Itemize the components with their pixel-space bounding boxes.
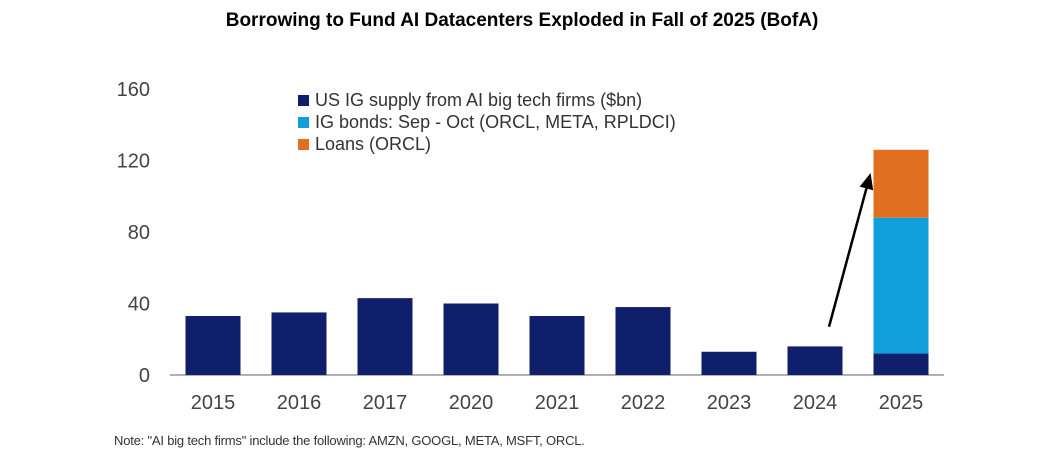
y-axis-ticks: 0 40 80 120 160 [117,79,150,387]
legend-swatch [298,139,309,150]
bar-2024-series-1 [788,346,843,375]
x-tick-label: 2023 [707,392,752,414]
y-tick-label: 40 [128,294,150,316]
x-axis-ticks: 2015 2016 2017 2020 2021 2022 2023 2024 2025 [191,392,924,414]
y-tick-label: 160 [117,79,150,101]
x-tick-label: 2017 [363,392,408,414]
y-tick-label: 80 [128,222,150,244]
bar-2020-series-1 [444,304,499,376]
chart-note: Note: "AI big tech firms" include the fo… [114,433,585,448]
annotations [829,173,873,327]
bar-2022-series-1 [616,307,671,375]
bar-2015-series-1 [186,316,241,375]
arrow-shaft [829,188,866,326]
legend: US IG supply from AI big tech firms ($bn… [298,90,676,154]
legend-label: Loans (ORCL) [315,134,431,154]
bars [186,150,929,375]
bar-2021-series-1 [530,316,585,375]
bar-2025-series-3 [874,150,929,218]
x-tick-label: 2021 [535,392,580,414]
legend-label: IG bonds: Sep - Oct (ORCL, META, RPLDCI) [315,112,676,132]
x-tick-label: 2020 [449,392,494,414]
bar-2025-series-2 [874,218,929,354]
arrow-head [860,173,874,190]
bar-2016-series-1 [272,312,327,375]
x-tick-label: 2016 [277,392,322,414]
x-tick-label: 2025 [879,392,924,414]
bar-2025-series-1 [874,354,929,375]
x-tick-label: 2022 [621,392,666,414]
legend-swatch [298,95,309,106]
legend-label: US IG supply from AI big tech firms ($bn… [315,90,642,110]
y-tick-label: 120 [117,151,150,173]
bar-2017-series-1 [358,298,413,375]
x-tick-label: 2015 [191,392,236,414]
bar-chart: 0 40 80 120 160 2015 2016 2017 2020 2021 2022 2023… [0,0,1044,466]
x-tick-label: 2024 [793,392,838,414]
bar-2023-series-1 [702,352,757,375]
y-tick-label: 0 [139,365,150,387]
legend-swatch [298,117,309,128]
